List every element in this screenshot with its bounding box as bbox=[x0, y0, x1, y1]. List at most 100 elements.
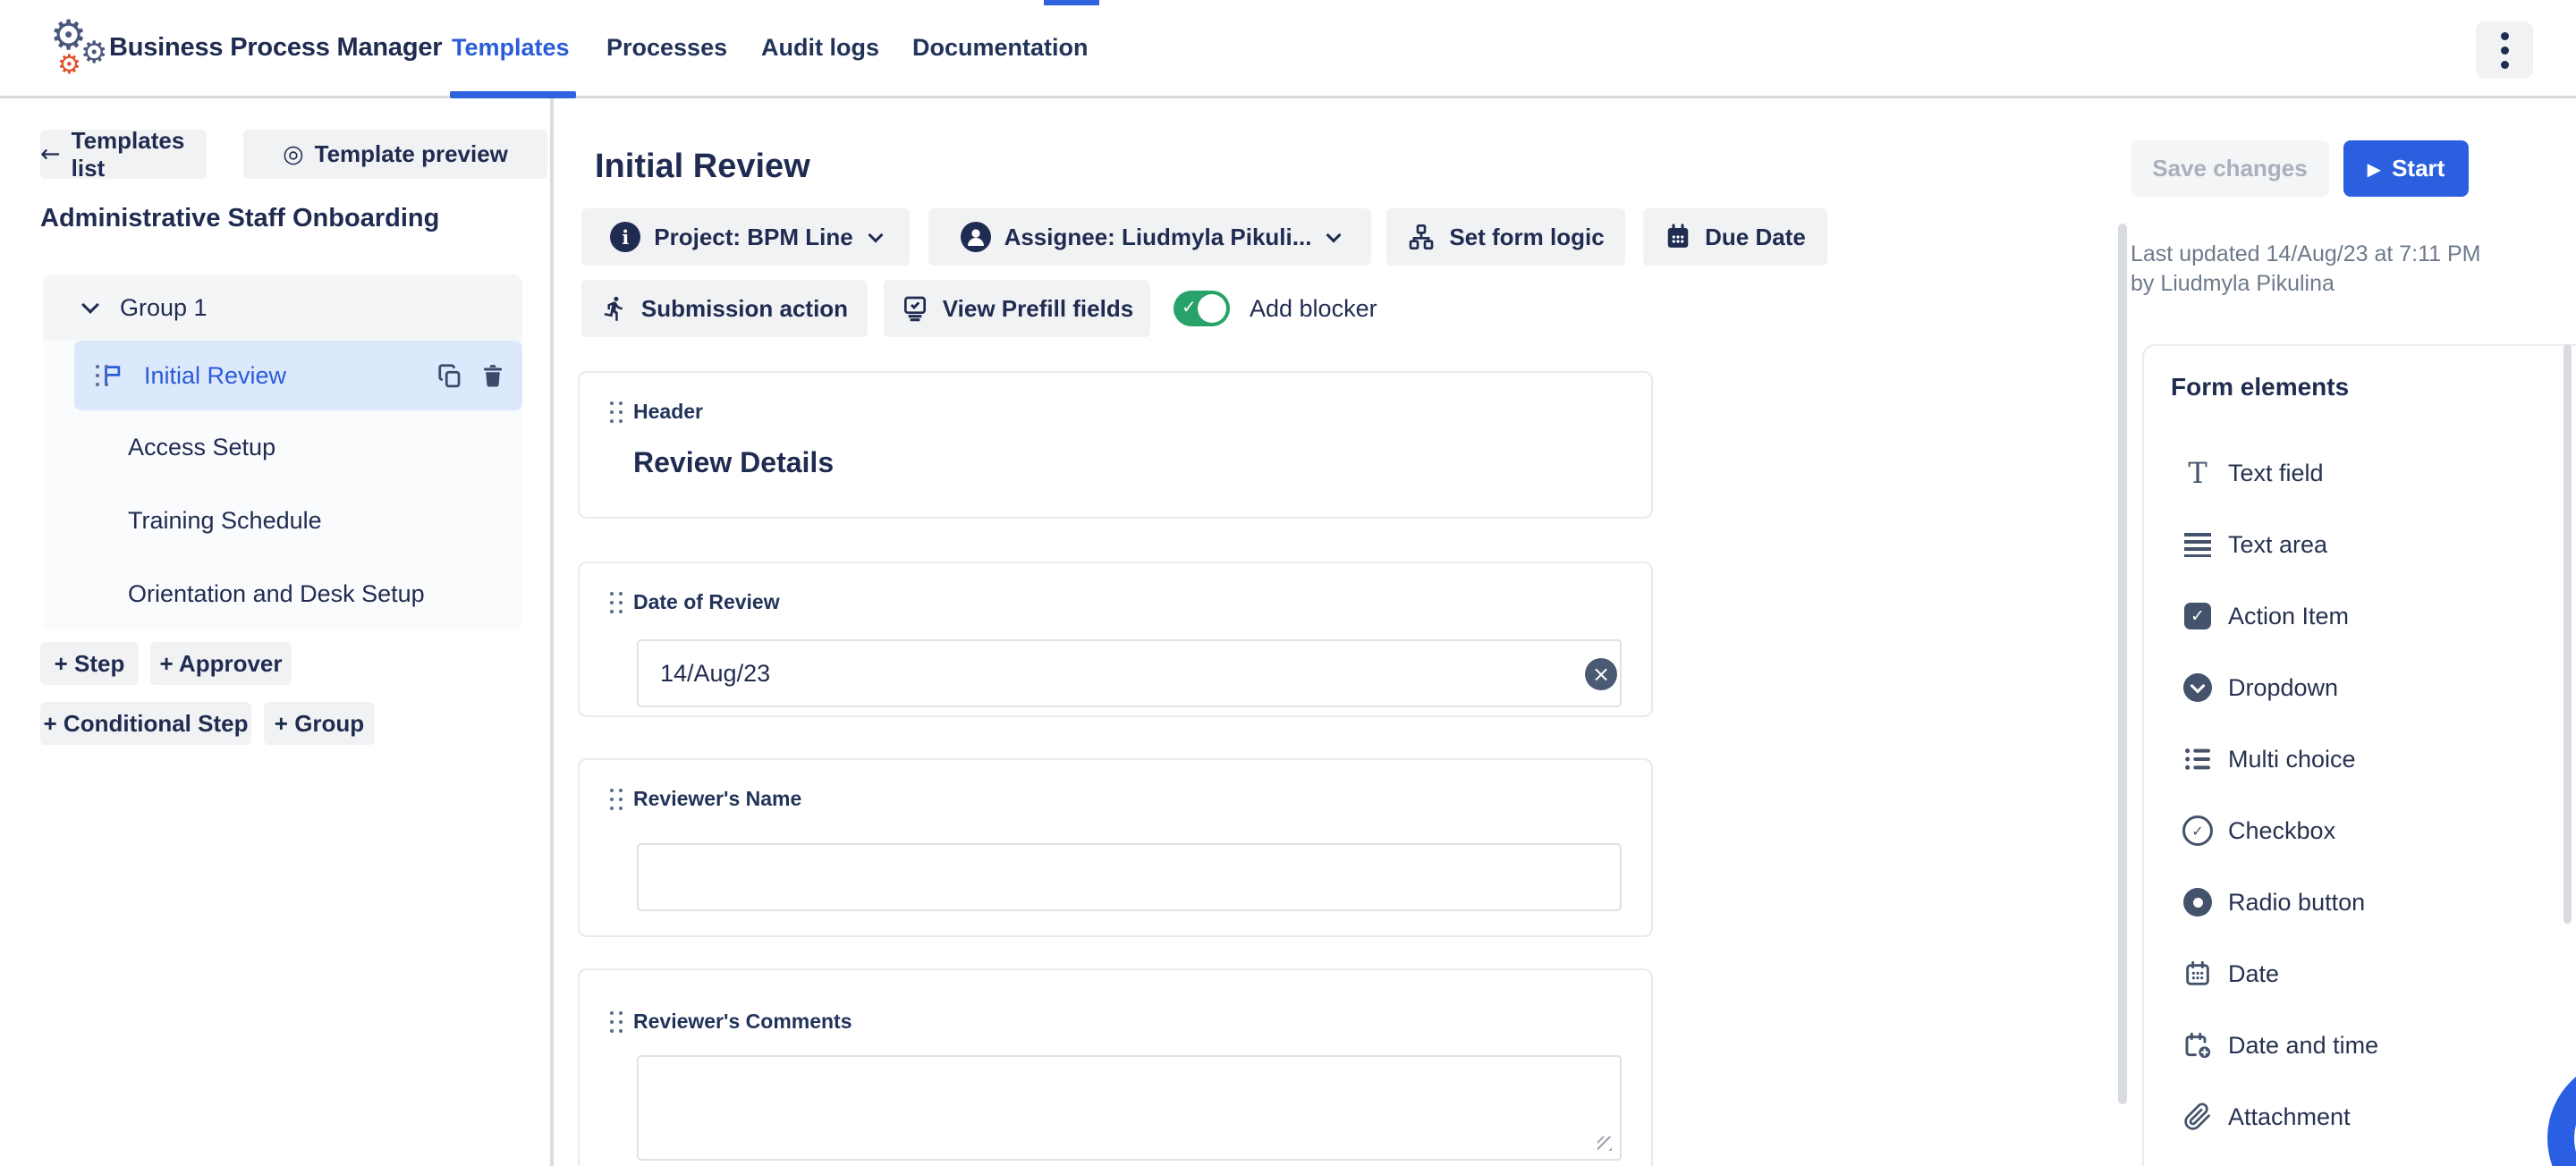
tab-audit-logs[interactable]: Audit logs bbox=[761, 34, 879, 61]
add-approver-button[interactable]: + Approver bbox=[150, 642, 292, 685]
step-label: Initial Review bbox=[144, 361, 287, 389]
add-blocker-toggle[interactable]: ✓ bbox=[1174, 291, 1230, 326]
drag-handle-icon[interactable] bbox=[610, 591, 614, 596]
text-area-icon bbox=[2184, 532, 2211, 557]
view-prefill-fields-button[interactable]: View Prefill fields bbox=[884, 280, 1150, 337]
add-blocker-label: Add blocker bbox=[1250, 294, 1377, 322]
due-date-button[interactable]: Due Date bbox=[1643, 208, 1827, 266]
form-element-action-item[interactable]: ✓ Action Item bbox=[2144, 580, 2576, 652]
add-step-button[interactable]: + Step bbox=[40, 642, 139, 685]
resize-handle-icon[interactable] bbox=[1597, 1136, 1612, 1151]
start-button-label: Start bbox=[2392, 155, 2445, 182]
assignee-button-label: Assignee: Liudmyla Pikuli... bbox=[1004, 223, 1312, 250]
form-element-text-area[interactable]: Text area bbox=[2144, 509, 2576, 580]
flag-icon bbox=[105, 366, 121, 386]
prefill-fields-icon bbox=[903, 296, 926, 322]
template-title: Administrative Staff Onboarding bbox=[40, 204, 440, 232]
dropdown-icon bbox=[2183, 673, 2212, 702]
add-conditional-step-button[interactable]: + Conditional Step bbox=[40, 702, 251, 745]
reviewers-name-input[interactable] bbox=[637, 843, 1622, 911]
tree-group-row[interactable]: Group 1 bbox=[43, 275, 522, 341]
top-navigation-bar: ⚙ ⚙ ⚙ Business Process Manager Templates… bbox=[0, 0, 2576, 98]
drag-handle-icon[interactable] bbox=[96, 365, 99, 368]
tree-step-training-schedule[interactable]: Training Schedule bbox=[43, 484, 522, 557]
due-date-label: Due Date bbox=[1705, 223, 1806, 250]
main-scrollbar[interactable] bbox=[2118, 224, 2127, 1104]
tree-step-initial-review[interactable]: Initial Review bbox=[74, 341, 522, 410]
chevron-down-icon bbox=[1326, 227, 1342, 242]
gear-icon: ⚙ bbox=[80, 35, 108, 71]
drag-handle-icon[interactable] bbox=[610, 1010, 614, 1015]
form-element-dropdown[interactable]: Dropdown bbox=[2144, 652, 2576, 723]
form-element-multi-choice[interactable]: Multi choice bbox=[2144, 723, 2576, 795]
save-changes-button[interactable]: Save changes bbox=[2131, 140, 2329, 197]
form-element-date-and-time[interactable]: Date and time bbox=[2144, 1010, 2576, 1081]
kebab-menu-button[interactable] bbox=[2476, 21, 2533, 79]
assignee-dropdown-button[interactable]: Assignee: Liudmyla Pikuli... bbox=[928, 208, 1371, 266]
back-button-label: Templates list bbox=[71, 126, 185, 182]
chevron-down-icon bbox=[868, 227, 884, 242]
tab-documentation[interactable]: Documentation bbox=[912, 34, 1089, 61]
form-element-date[interactable]: Date bbox=[2144, 938, 2576, 1010]
last-updated-line2: by Liudmyla Pikulina bbox=[2131, 271, 2334, 296]
gear-icon: ⚙ bbox=[50, 11, 88, 59]
start-button[interactable]: ▶ Start bbox=[2343, 140, 2469, 197]
preview-icon: ◎ bbox=[283, 140, 304, 168]
form-elements-heading: Form elements bbox=[2171, 373, 2350, 401]
check-icon: ✓ bbox=[1182, 296, 1197, 317]
form-element-attachment[interactable]: Attachment bbox=[2144, 1081, 2576, 1153]
tree-step-access-setup[interactable]: Access Setup bbox=[43, 410, 522, 484]
right-panel-scrollbar[interactable] bbox=[2563, 344, 2572, 924]
radio-button-icon bbox=[2183, 888, 2212, 917]
text-field-icon: T bbox=[2188, 456, 2207, 490]
step-label: Access Setup bbox=[128, 433, 276, 460]
tab-processes[interactable]: Processes bbox=[606, 34, 728, 61]
group-label: Group 1 bbox=[120, 293, 208, 321]
card-label: Reviewer's Comments bbox=[633, 1010, 852, 1033]
multi-choice-icon bbox=[2185, 748, 2210, 770]
templates-list-back-button[interactable]: ← Templates list bbox=[40, 126, 207, 182]
drag-handle-icon[interactable] bbox=[610, 401, 614, 405]
view-prefill-label: View Prefill fields bbox=[942, 294, 1134, 322]
set-form-logic-label: Set form logic bbox=[1449, 223, 1605, 250]
info-icon: i bbox=[610, 222, 641, 252]
form-element-text-field[interactable]: T Text field bbox=[2188, 456, 2324, 490]
set-form-logic-button[interactable]: Set form logic bbox=[1386, 208, 1625, 266]
card-label: Reviewer's Name bbox=[633, 787, 802, 810]
last-updated-text: Last updated 14/Aug/23 at 7:11 PM by Liu… bbox=[2131, 240, 2481, 299]
top-edge-artifact bbox=[1044, 0, 1099, 5]
runner-icon bbox=[604, 296, 623, 321]
form-card-header[interactable]: Header Review Details bbox=[578, 371, 1653, 519]
drag-handle-icon[interactable] bbox=[610, 788, 614, 792]
checkbox-icon: ✓ bbox=[2182, 815, 2213, 846]
trash-icon[interactable] bbox=[479, 362, 506, 389]
copy-icon[interactable] bbox=[436, 362, 463, 389]
add-group-button[interactable]: + Group bbox=[264, 702, 375, 745]
app-logo-gears-icon: ⚙ ⚙ ⚙ bbox=[50, 13, 132, 88]
form-card-reviewers-name[interactable]: Reviewer's Name bbox=[578, 758, 1653, 937]
submission-action-label: Submission action bbox=[640, 294, 849, 322]
form-elements-list: T Text field Text area ✓ Action Item Dro… bbox=[2144, 437, 2576, 1153]
date-icon bbox=[2186, 960, 2209, 985]
step-editor-canvas: Initial Review i Project: BPM Line Assig… bbox=[554, 98, 2131, 1166]
play-icon: ▶ bbox=[2367, 157, 2382, 180]
submission-action-button[interactable]: Submission action bbox=[581, 280, 868, 337]
date-time-icon bbox=[2185, 1032, 2211, 1059]
form-element-checkbox[interactable]: ✓ Checkbox bbox=[2144, 795, 2576, 866]
chevron-down-icon bbox=[81, 296, 99, 314]
template-preview-button[interactable]: ◎ Template preview bbox=[243, 130, 547, 179]
person-icon bbox=[960, 222, 991, 252]
clear-date-icon[interactable]: × bbox=[1585, 658, 1617, 690]
form-card-date-of-review[interactable]: Date of Review × bbox=[578, 562, 1653, 717]
workflow-icon bbox=[1409, 224, 1434, 249]
tree-step-orientation-desk-setup[interactable]: Orientation and Desk Setup bbox=[43, 557, 522, 630]
form-element-radio-button[interactable]: Radio button bbox=[2144, 866, 2576, 938]
form-card-reviewers-comments[interactable]: Reviewer's Comments bbox=[578, 968, 1653, 1166]
project-dropdown-button[interactable]: i Project: BPM Line bbox=[581, 208, 910, 266]
date-of-review-input[interactable] bbox=[637, 639, 1622, 707]
action-item-icon: ✓ bbox=[2184, 603, 2211, 629]
tab-templates[interactable]: Templates bbox=[452, 34, 570, 61]
header-value: Review Details bbox=[633, 446, 835, 478]
reviewers-comments-textarea[interactable] bbox=[637, 1055, 1622, 1161]
